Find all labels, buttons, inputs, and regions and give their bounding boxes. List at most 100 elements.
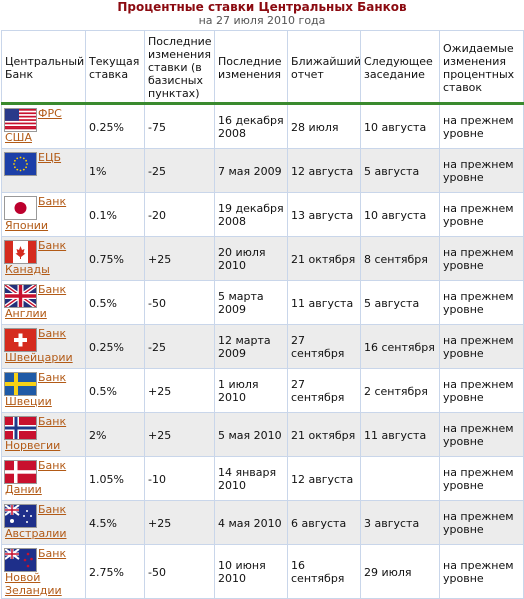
next-meeting-cell: 5 августа (360, 148, 440, 193)
expected-cell: на прежнем уровне (439, 456, 524, 501)
change-cell: -25 (144, 148, 215, 193)
sweden-flag-icon (4, 372, 37, 396)
rate-cell: 4.5% (85, 500, 145, 545)
column-header-next-report: Ближайший отчет (287, 30, 361, 105)
bank-link[interactable]: Банк Норвегии (5, 415, 67, 452)
next-report-cell: 11 августа (287, 280, 361, 325)
bank-cell: Банк Дании (1, 456, 86, 501)
next-meeting-cell: 10 августа (360, 103, 440, 149)
change-cell: -50 (144, 544, 215, 599)
last-change-cell: 20 июля 2010 (214, 236, 288, 281)
change-cell: -25 (144, 324, 215, 369)
uk-flag-icon (3, 283, 38, 309)
last-change-cell: 16 декабря 2008 (214, 103, 288, 149)
rate-cell: 0.75% (85, 236, 145, 281)
table-header-row: Центральный Банк Текущая ставка Последни… (1, 30, 524, 105)
rate-cell: 1% (85, 148, 145, 193)
bank-link[interactable]: Банк Швеции (5, 371, 67, 408)
table-row: Банк Японии 0.1% -20 19 декабря 2008 13 авгу… (1, 192, 524, 237)
expected-cell: на прежнем уровне (439, 280, 524, 325)
bank-cell: Банк Японии (1, 192, 86, 237)
change-cell: +25 (144, 412, 215, 457)
change-cell: +25 (144, 368, 215, 413)
usa-flag-icon (4, 108, 37, 132)
rate-cell: 0.5% (85, 368, 145, 413)
next-report-cell: 21 октября (287, 412, 361, 457)
bank-link[interactable]: Банк Японии (5, 195, 67, 232)
bank-link[interactable]: Банк Швейцарии (5, 327, 73, 364)
next-report-cell: 28 июля (287, 103, 361, 149)
column-header-next-meeting: Следующее заседание (360, 30, 440, 105)
bank-link[interactable]: Банк Англии (5, 283, 67, 320)
bank-cell: ФРС США (1, 103, 86, 149)
table-row: ФРС США 0.25% -75 16 декабря 2008 28 июля 10 … (1, 103, 524, 149)
expected-cell: на прежнем уровне (439, 368, 524, 413)
last-change-cell: 4 мая 2010 (214, 500, 288, 545)
column-header-change: Последние изменения ставки (в базисных п… (144, 30, 215, 105)
bank-link[interactable]: Банк Дании (5, 459, 67, 496)
newzealand-flag-icon (4, 548, 37, 572)
expected-cell: на прежнем уровне (439, 103, 524, 149)
expected-cell: на прежнем уровне (439, 544, 524, 599)
page-title: Процентные ставки Центральных Банков (117, 0, 407, 14)
table-row: Банк Новой Зеландии 2.75% -50 10 июня 2010 1… (1, 544, 524, 599)
next-meeting-cell (360, 456, 440, 501)
last-change-cell: 7 мая 2009 (214, 148, 288, 193)
column-header-rate: Текущая ставка (85, 30, 145, 105)
table-row: Банк Англии 0.5% -50 5 марта 2009 11 августа… (1, 280, 524, 325)
rates-table: Центральный Банк Текущая ставка Последни… (1, 30, 524, 599)
next-meeting-cell: 10 августа (360, 192, 440, 237)
bank-cell: Банк Канады (1, 236, 86, 281)
table-row: Банк Швейцарии 0.25% -25 12 марта 2009 27 се… (1, 324, 524, 369)
next-meeting-cell: 8 сентября (360, 236, 440, 281)
bank-link[interactable]: ЕЦБ (38, 151, 62, 164)
next-meeting-cell: 29 июля (360, 544, 440, 599)
next-meeting-cell: 2 сентября (360, 368, 440, 413)
bank-link[interactable]: Банк Канады (5, 239, 67, 276)
column-header-expected: Ожидаемые изменения процентных ставок (439, 30, 524, 105)
table-row: Банк Дании 1.05% -10 14 января 2010 12 авгус… (1, 456, 524, 501)
bank-cell: Банк Австралии (1, 500, 86, 545)
expected-cell: на прежнем уровне (439, 236, 524, 281)
last-change-cell: 5 марта 2009 (214, 280, 288, 325)
last-change-cell: 12 марта 2009 (214, 324, 288, 369)
table-row: Банк Канады 0.75% +25 20 июля 2010 21 октябр… (1, 236, 524, 281)
rate-cell: 1.05% (85, 456, 145, 501)
rate-cell: 0.25% (85, 103, 145, 149)
change-cell: -10 (144, 456, 215, 501)
australia-flag-icon (4, 504, 37, 528)
next-report-cell: 6 августа (287, 500, 361, 545)
last-change-cell: 14 января 2010 (214, 456, 288, 501)
bank-link[interactable]: ФРС США (5, 107, 62, 144)
next-report-cell: 12 августа (287, 148, 361, 193)
bank-cell: Банк Швейцарии (1, 324, 86, 369)
rate-cell: 0.5% (85, 280, 145, 325)
bank-cell: Банк Норвегии (1, 412, 86, 457)
last-change-cell: 10 июня 2010 (214, 544, 288, 599)
last-change-cell: 1 июля 2010 (214, 368, 288, 413)
canada-flag-icon (4, 240, 37, 264)
column-header-bank: Центральный Банк (1, 30, 86, 105)
next-meeting-cell: 5 августа (360, 280, 440, 325)
table-row: Банк Австралии 4.5% +25 4 мая 2010 6 августа… (1, 500, 524, 545)
rate-cell: 0.25% (85, 324, 145, 369)
change-cell: -50 (144, 280, 215, 325)
next-report-cell: 27 сентября (287, 324, 361, 369)
next-meeting-cell: 16 сентября (360, 324, 440, 369)
bank-cell: ЕЦБ (1, 148, 86, 193)
next-report-cell: 12 августа (287, 456, 361, 501)
next-report-cell: 21 октября (287, 236, 361, 281)
change-cell: -75 (144, 103, 215, 149)
rate-cell: 2.75% (85, 544, 145, 599)
eu-flag-icon (4, 152, 37, 176)
bank-cell: Банк Англии (1, 280, 86, 325)
next-meeting-cell: 3 августа (360, 500, 440, 545)
page-subtitle: на 27 июля 2010 года (198, 14, 326, 27)
switzerland-flag-icon (4, 328, 37, 352)
japan-flag-icon (4, 196, 37, 220)
column-header-last-change: Последние изменения (214, 30, 288, 105)
expected-cell: на прежнем уровне (439, 500, 524, 545)
bank-cell: Банк Швеции (1, 368, 86, 413)
bank-link[interactable]: Банк Австралии (5, 503, 67, 540)
table-row: Банк Норвегии 2% +25 5 мая 2010 21 октября 11… (1, 412, 524, 457)
